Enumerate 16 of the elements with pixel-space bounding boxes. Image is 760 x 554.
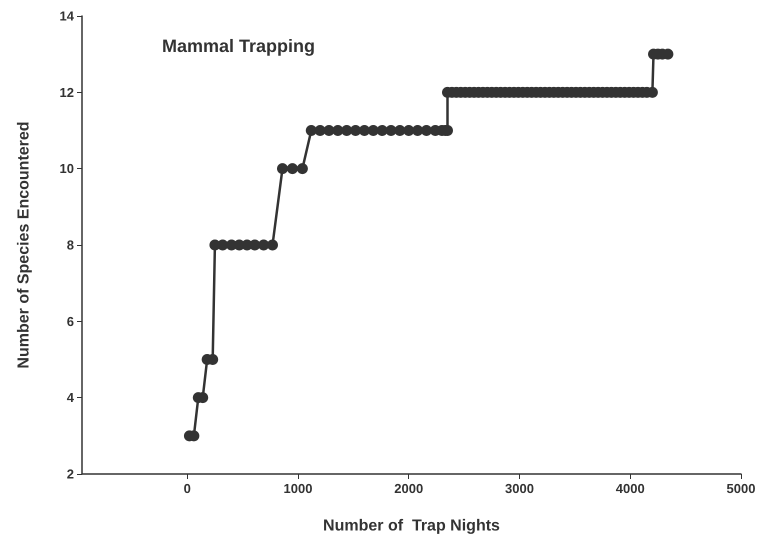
x-tick-label: 0	[184, 481, 191, 496]
y-tick-label: 4	[66, 390, 75, 406]
text: Mammal Trapping	[162, 36, 316, 56]
x-tick-label: 1000	[284, 481, 312, 496]
x-tick-label: 5000	[726, 481, 756, 496]
y-tick-label: 8	[66, 238, 74, 252]
x-axis-title: Number of Trap Nights	[323, 518, 500, 534]
x-tick-label: 2000	[394, 481, 424, 496]
y-tick-label: 14	[60, 8, 75, 24]
y-axis-title: Number of Species Encountered	[16, 121, 32, 369]
x-tick-label: 3000	[505, 481, 534, 496]
y-tick-label: 6	[66, 314, 74, 329]
y-tick-label: 12	[60, 84, 74, 100]
y-tick-label: 2	[66, 466, 74, 482]
x-tick-label: 4000	[616, 481, 645, 496]
y-tick-label: 10	[60, 161, 74, 176]
